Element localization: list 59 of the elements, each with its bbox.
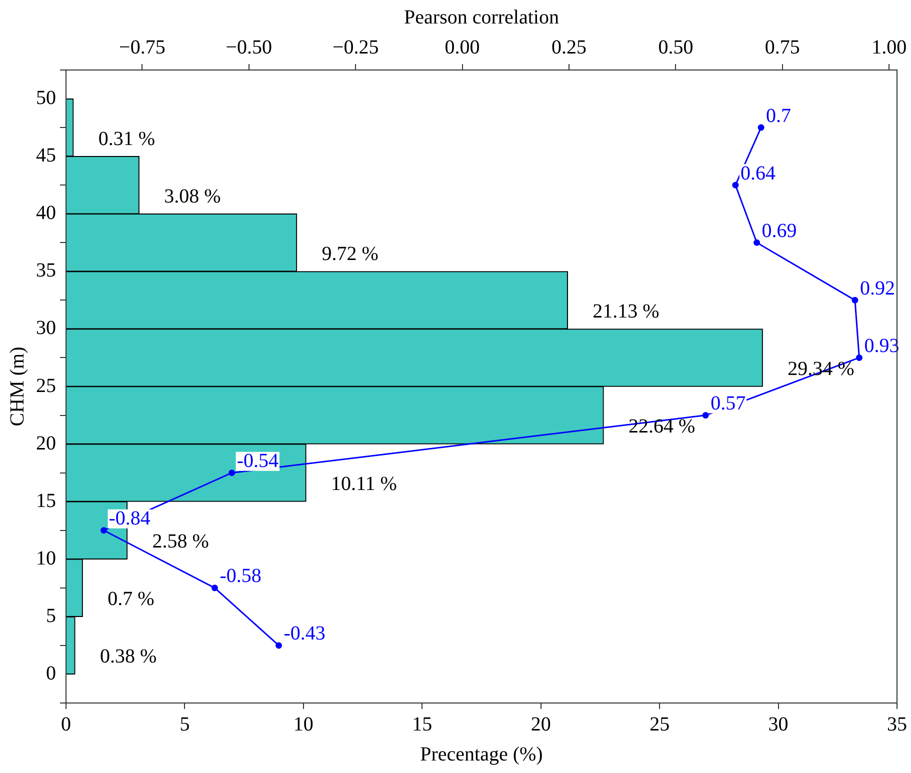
point bbox=[732, 182, 739, 188]
data-label: 0.57 bbox=[710, 392, 746, 415]
point bbox=[276, 642, 282, 649]
x2-tick-label: −0.25 bbox=[332, 36, 379, 58]
y-axis-title: CHM (m) bbox=[6, 346, 28, 426]
data-label: 10.11 % bbox=[331, 473, 397, 496]
x2-axis-title: Pearson correlation bbox=[404, 6, 559, 28]
y-tick-label: 40 bbox=[36, 202, 56, 224]
x2-tick-label: 0.75 bbox=[764, 36, 800, 58]
y-tick-label: 25 bbox=[36, 374, 56, 397]
data-label: 22.64 % bbox=[628, 416, 696, 438]
data-label: 3.08 % bbox=[164, 185, 221, 208]
point bbox=[754, 239, 760, 246]
data-label: 0.69 bbox=[762, 220, 797, 242]
data-label: 0.7 bbox=[766, 104, 792, 127]
data-label: 0.92 bbox=[860, 277, 895, 300]
x-axis-title: Precentage (%) bbox=[420, 743, 543, 766]
point bbox=[852, 296, 858, 304]
y-tick-label: 50 bbox=[36, 87, 56, 110]
y-tick-label: 0 bbox=[46, 662, 56, 684]
data-label: 0.31 % bbox=[98, 128, 156, 150]
data-label: -0.84 bbox=[108, 508, 150, 530]
data-label: -0.54 bbox=[236, 450, 278, 472]
x-tick-label: 35 bbox=[887, 713, 907, 736]
data-label: 0.7 % bbox=[108, 588, 154, 610]
point bbox=[702, 412, 709, 419]
x2-tick-label: −0.75 bbox=[119, 36, 166, 58]
point bbox=[211, 584, 218, 592]
x-tick-label: 5 bbox=[180, 713, 190, 736]
x2-tick-label: 0.50 bbox=[658, 36, 694, 58]
x-tick-label: 15 bbox=[412, 713, 432, 736]
data-label: -0.58 bbox=[220, 565, 262, 588]
point bbox=[228, 470, 236, 476]
y-tick-label: 20 bbox=[36, 432, 56, 454]
point bbox=[100, 527, 108, 534]
data-label: 2.58 % bbox=[152, 530, 209, 553]
point bbox=[856, 354, 862, 361]
x2-tick-label: 0.25 bbox=[551, 36, 586, 58]
point bbox=[758, 124, 764, 131]
x-tick-label: 20 bbox=[530, 713, 551, 736]
y-tick-label: 30 bbox=[36, 317, 56, 340]
data-label: 0.64 bbox=[740, 162, 776, 184]
x-tick-label: 25 bbox=[650, 713, 670, 736]
x-tick-label: 10 bbox=[293, 713, 314, 736]
data-label: 29.34 % bbox=[788, 358, 854, 380]
data-label: -0.43 bbox=[284, 622, 326, 645]
y-tick-label: 10 bbox=[36, 547, 56, 570]
y-tick-label: 35 bbox=[36, 260, 56, 282]
x2-tick-label: 1.00 bbox=[872, 36, 907, 58]
y-tick-label: 5 bbox=[46, 604, 56, 627]
x2-tick-label: 0.00 bbox=[444, 36, 480, 58]
x2-tick-label: −0.50 bbox=[226, 36, 272, 58]
y-tick-label: 45 bbox=[36, 144, 56, 167]
x-tick-label: 0 bbox=[61, 713, 71, 736]
data-label: 21.13 % bbox=[592, 300, 660, 322]
data-label: 0.38 % bbox=[100, 646, 157, 668]
data-label: 9.72 % bbox=[322, 242, 378, 265]
y-tick-label: 15 bbox=[36, 490, 56, 512]
x-tick-label: 30 bbox=[768, 713, 788, 736]
